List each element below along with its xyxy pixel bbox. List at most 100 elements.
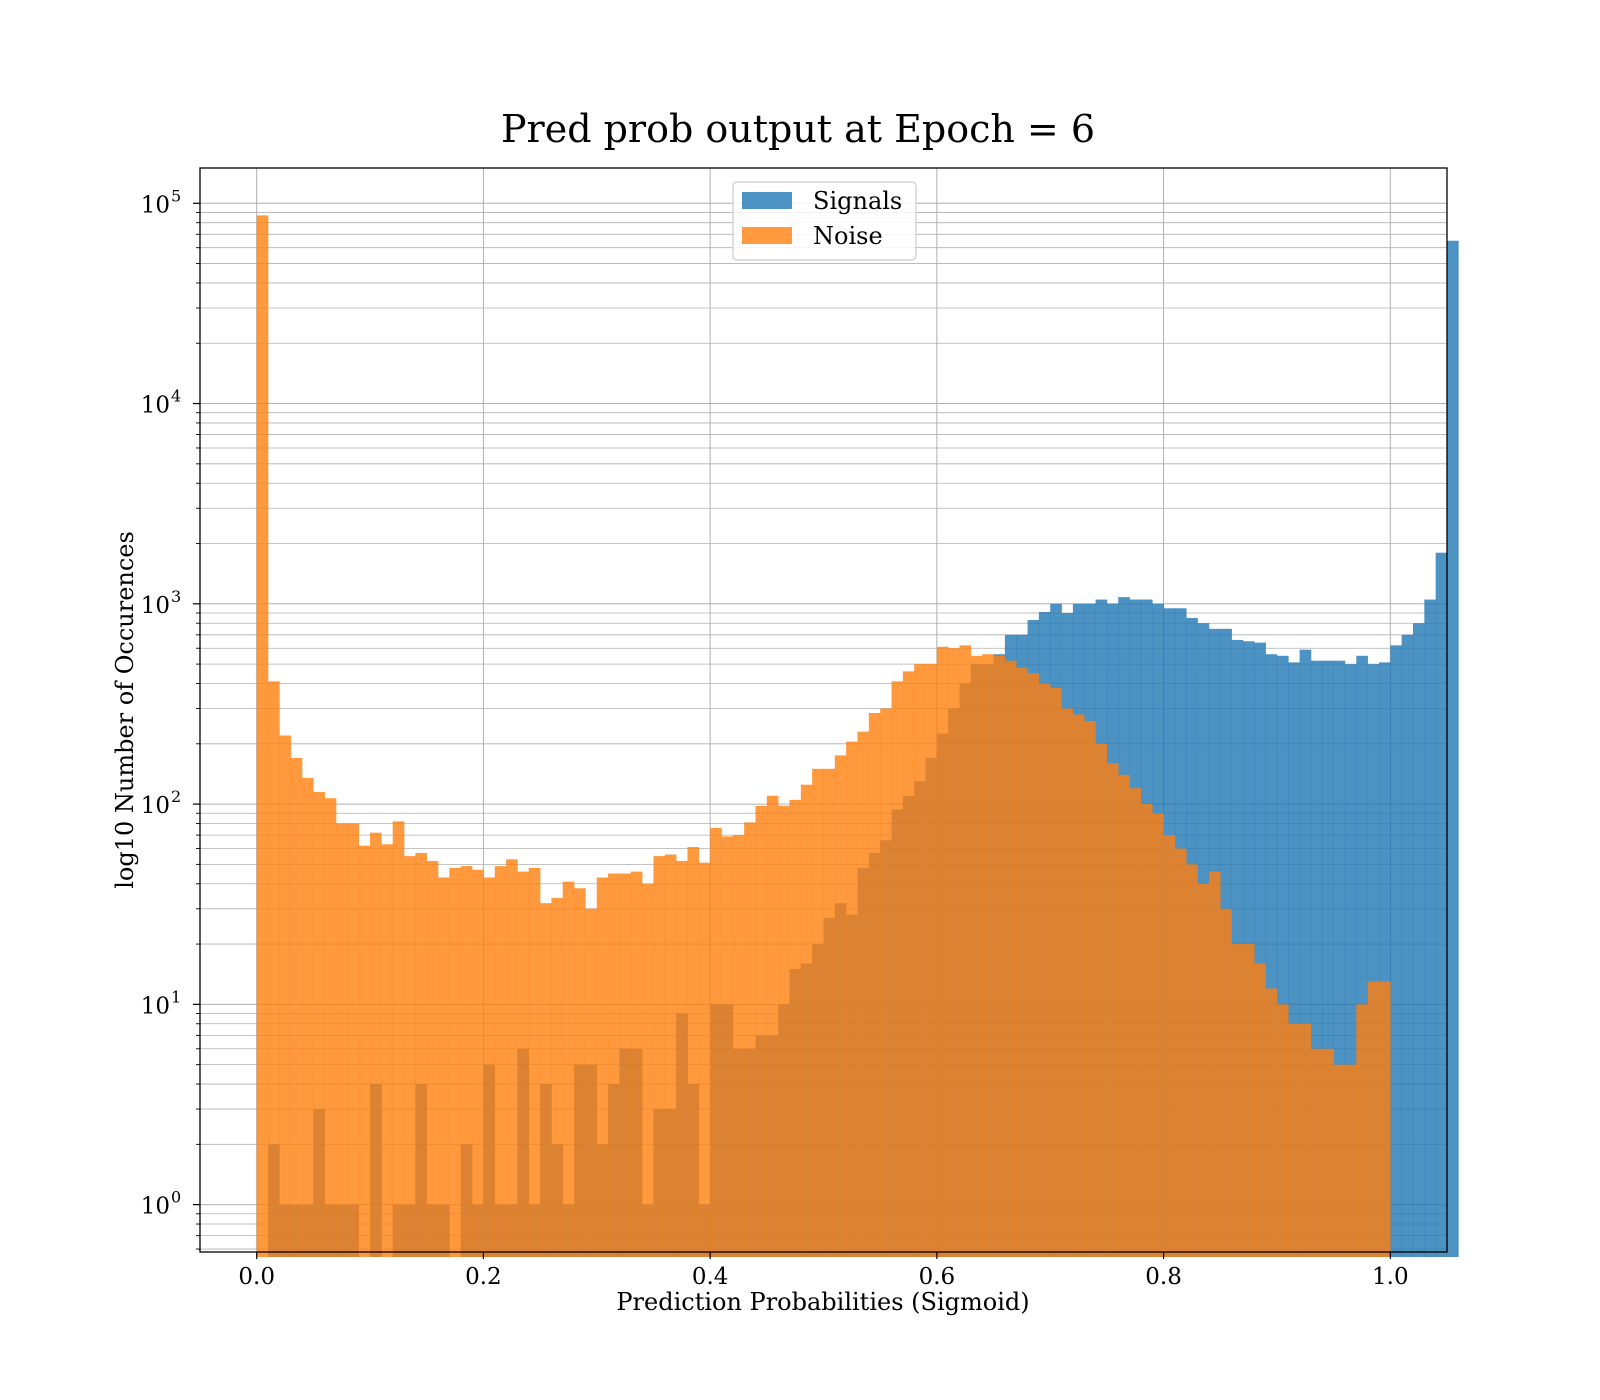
bar-noise-49 xyxy=(812,768,824,1257)
bar-noise-29 xyxy=(585,908,598,1257)
bar-noise-56 xyxy=(891,681,904,1257)
bar-noise-3 xyxy=(290,757,303,1257)
bar-noise-85 xyxy=(1220,908,1232,1257)
bar-noise-25 xyxy=(540,903,552,1257)
bar-noise-27 xyxy=(562,881,575,1257)
y-tick-exponent: 1 xyxy=(171,987,181,1006)
bar-noise-62 xyxy=(959,645,972,1257)
bar-noise-19 xyxy=(472,869,484,1257)
x-axis: 0.0 0.2 0.4 0.6 0.8 1.0 xyxy=(238,1252,1409,1290)
bar-signals-99 xyxy=(1378,662,1391,1257)
bar-noise-39 xyxy=(698,862,711,1257)
legend-label-noise: Noise xyxy=(813,222,883,250)
y-tick-label: 10 xyxy=(141,1194,170,1220)
bar-noise-60 xyxy=(936,646,949,1257)
bar-noise-42 xyxy=(732,835,745,1257)
x-tick-label: 0.8 xyxy=(1145,1264,1182,1290)
bar-noise-66 xyxy=(1004,660,1017,1257)
bar-noise-90 xyxy=(1276,1004,1289,1257)
y-tick-exponent: 0 xyxy=(171,1188,181,1207)
bar-noise-83 xyxy=(1197,883,1210,1257)
noise-bars xyxy=(256,215,1391,1257)
bar-noise-86 xyxy=(1231,944,1244,1257)
bar-noise-47 xyxy=(789,799,802,1257)
y-tick-exponent: 5 xyxy=(171,186,181,205)
bar-noise-41 xyxy=(721,836,734,1257)
bar-noise-43 xyxy=(744,822,756,1257)
bar-noise-45 xyxy=(766,795,779,1257)
bar-noise-58 xyxy=(914,664,926,1257)
y-tick-label: 10 xyxy=(141,393,170,419)
bar-noise-50 xyxy=(823,768,836,1257)
bar-noise-89 xyxy=(1265,988,1278,1257)
legend-label-signals: Signals xyxy=(813,187,902,215)
bar-signals-95 xyxy=(1333,660,1346,1257)
bar-noise-96 xyxy=(1344,1064,1357,1257)
bar-noise-57 xyxy=(902,671,915,1257)
x-tick-label: 0.0 xyxy=(238,1264,275,1290)
legend-swatch-signals xyxy=(742,192,792,209)
x-tick-label: 1.0 xyxy=(1372,1264,1409,1290)
legend: Signals Noise xyxy=(732,181,917,261)
bar-signals-96 xyxy=(1344,664,1357,1257)
bar-noise-79 xyxy=(1152,813,1164,1257)
x-tick-label: 0.4 xyxy=(692,1264,729,1290)
bar-noise-91 xyxy=(1288,1023,1300,1257)
bar-noise-14 xyxy=(415,852,428,1257)
bar-noise-98 xyxy=(1367,981,1380,1257)
bar-noise-68 xyxy=(1027,673,1040,1257)
bar-noise-37 xyxy=(676,860,688,1257)
bar-noise-65 xyxy=(993,655,1006,1257)
bar-noise-36 xyxy=(664,854,677,1257)
bar-noise-38 xyxy=(687,847,700,1257)
bar-noise-59 xyxy=(925,664,938,1257)
bar-noise-84 xyxy=(1208,871,1221,1257)
bar-noise-77 xyxy=(1129,788,1142,1257)
bar-noise-94 xyxy=(1322,1048,1334,1257)
bar-signals-97 xyxy=(1356,655,1368,1257)
legend-swatch-noise xyxy=(742,227,792,244)
bar-noise-22 xyxy=(506,859,518,1257)
bar-noise-76 xyxy=(1118,774,1130,1257)
y-tick-label: 10 xyxy=(141,793,170,819)
bar-noise-71 xyxy=(1061,708,1074,1257)
bar-noise-21 xyxy=(494,866,507,1257)
bar-signals-90 xyxy=(1276,655,1289,1257)
chart-title: Pred prob output at Epoch = 6 xyxy=(501,107,1095,151)
bar-noise-34 xyxy=(642,883,654,1257)
bar-signals-89 xyxy=(1265,654,1278,1257)
bar-noise-72 xyxy=(1072,714,1085,1257)
x-axis-label: Prediction Probabilities (Sigmoid) xyxy=(616,1288,1029,1316)
bar-noise-7 xyxy=(336,823,348,1257)
bar-noise-40 xyxy=(710,827,722,1257)
bar-noise-4 xyxy=(302,777,314,1257)
bar-noise-53 xyxy=(857,731,870,1257)
plot-frame xyxy=(199,167,1448,1253)
bar-noise-9 xyxy=(358,845,371,1257)
bar-signals-104 xyxy=(1435,552,1448,1257)
bar-noise-97 xyxy=(1356,1004,1368,1257)
bar-noise-81 xyxy=(1174,848,1187,1257)
bar-noise-6 xyxy=(324,798,337,1257)
bar-signals-94 xyxy=(1322,660,1334,1257)
bar-noise-99 xyxy=(1378,981,1391,1257)
bar-noise-31 xyxy=(608,873,620,1257)
bar-noise-30 xyxy=(596,877,609,1257)
bar-noise-70 xyxy=(1050,687,1062,1257)
bar-noise-55 xyxy=(880,708,892,1257)
y-tick-label: 10 xyxy=(141,593,170,619)
y-axis-label: log10 Number of Occurences xyxy=(111,531,139,889)
bar-noise-24 xyxy=(528,867,541,1257)
bar-signals-103 xyxy=(1424,599,1436,1257)
bar-signals-102 xyxy=(1412,623,1425,1257)
x-tick-label: 0.2 xyxy=(465,1264,502,1290)
bar-signals-91 xyxy=(1288,662,1300,1257)
bar-noise-12 xyxy=(392,821,405,1257)
bar-noise-78 xyxy=(1140,804,1153,1257)
bar-noise-11 xyxy=(381,844,394,1257)
bar-noise-63 xyxy=(970,655,983,1257)
y-tick-label: 10 xyxy=(141,993,170,1019)
bar-noise-69 xyxy=(1038,683,1051,1257)
bar-noise-64 xyxy=(982,654,994,1257)
